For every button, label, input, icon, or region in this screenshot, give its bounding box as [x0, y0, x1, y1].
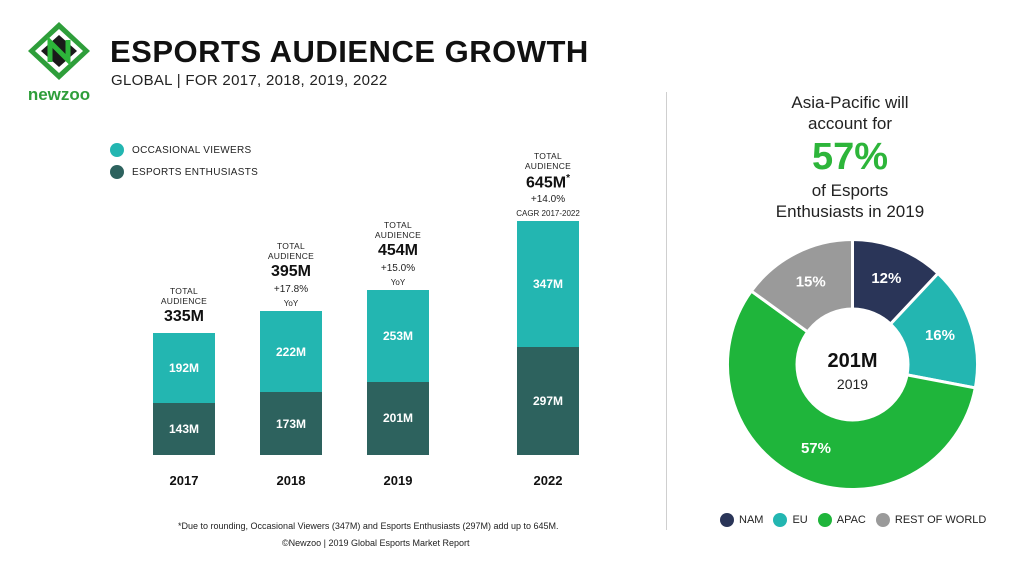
headline-line-1: Asia-Pacific will — [791, 93, 909, 112]
legend-swatch-row — [875, 513, 890, 527]
legend-swatch-eu — [773, 513, 788, 527]
bar-segment-enthusiasts — [153, 402, 215, 455]
copyright: ©Newzoo | 2019 Global Esports Market Rep… — [282, 538, 470, 548]
x-axis-label: 2022 — [533, 473, 563, 488]
legend-item-enthusiasts: ESPORTS ENTHUSIASTS — [110, 165, 258, 179]
donut-slice-label: 57% — [801, 440, 831, 457]
bar-segment-occasional — [517, 220, 579, 347]
footnote-marker: * — [566, 172, 570, 184]
total-audience-value: 335M — [163, 308, 205, 326]
legend-item-apac: APAC — [817, 513, 866, 527]
legend-item-nam: NAM — [720, 513, 763, 527]
donut-slice-label: 12% — [871, 270, 901, 287]
bar-value-label: 347M — [532, 276, 564, 291]
total-audience-value: 645M* — [526, 172, 570, 191]
x-axis-label: 2018 — [276, 473, 306, 488]
legend-label-enthusiasts: ESPORTS ENTHUSIASTS — [132, 166, 259, 178]
bar-legend: OCCASIONAL VIEWERS ESPORTS ENTHUSIASTS — [110, 143, 258, 179]
donut-center-value: 201M — [827, 350, 877, 372]
bar-value-label: 173M — [275, 416, 307, 431]
donut-slice-label: 15% — [796, 273, 826, 290]
total-audience-heading: TOTAL AUDIENCE — [524, 150, 572, 171]
total-audience-heading: TOTAL AUDIENCE — [267, 241, 315, 262]
donut-hole — [795, 307, 910, 422]
bar-segment-occasional — [260, 311, 322, 393]
headline-line-3: of Esports — [811, 181, 889, 200]
total-growth-note: YoY — [390, 277, 406, 287]
legend-label-apac: APAC — [836, 514, 866, 526]
legend-item-occasional: OCCASIONAL VIEWERS — [110, 143, 258, 157]
total-audience-heading: TOTAL AUDIENCE — [160, 286, 208, 307]
total-growth-note: CAGR 2017-2022 — [516, 208, 580, 218]
page-title: ESPORTS AUDIENCE GROWTH — [110, 34, 589, 69]
legend-label-nam: NAM — [739, 514, 764, 526]
bar-segment-occasional — [153, 333, 215, 403]
bar-value-label: 222M — [275, 344, 307, 359]
newzoo-logo: newzoo — [24, 20, 94, 104]
page-subtitle: GLOBAL | FOR 2017, 2018, 2019, 2022 — [111, 72, 388, 89]
legend-label-occasional: OCCASIONAL VIEWERS — [132, 144, 252, 156]
legend-label-eu: EU — [792, 514, 808, 526]
total-growth: +15.0% — [380, 262, 416, 274]
bar-value-label: 201M — [382, 411, 414, 426]
bar-segment-enthusiasts — [517, 346, 579, 455]
legend-item-eu: EU — [773, 513, 808, 527]
headline-line-2: account for — [807, 114, 893, 133]
legend-item-row: REST OF WORLD — [875, 513, 987, 527]
total-growth: +17.8% — [273, 284, 309, 296]
donut-slice-label: 16% — [925, 327, 955, 344]
bar-segment-enthusiasts — [367, 381, 429, 455]
donut-labels: 12% 16% 57% 15% — [796, 270, 955, 457]
bar-segment-occasional — [367, 289, 429, 382]
newzoo-logo-icon — [28, 22, 90, 80]
footnote: *Due to rounding, Occasional Viewers (34… — [178, 521, 559, 531]
donut-legend: NAM EU APAC REST OF WORLD — [720, 513, 996, 527]
total-audience-value: 454M — [377, 241, 419, 259]
donut-center-label: 2019 — [837, 376, 868, 392]
total-audience-heading: TOTAL AUDIENCE — [374, 219, 422, 240]
legend-swatch-enthusiasts — [110, 165, 124, 179]
section-divider — [666, 92, 667, 530]
logo-wordmark: newzoo — [27, 85, 91, 104]
legend-swatch-apac — [817, 513, 832, 527]
bar-value-label: 192M — [168, 361, 200, 375]
donut-chart: 201M 2019 12% 16% 57% 15% — [726, 237, 979, 491]
legend-swatch-occasional — [110, 143, 124, 157]
bar-value-label: 297M — [532, 393, 564, 408]
legend-swatch-nam — [720, 513, 734, 527]
bar-chart: 143M 192M 335M TOTAL AUDIENCE 2017 173M 222M Yo… — [153, 150, 580, 488]
headline-percent: 57% — [811, 136, 889, 178]
x-axis-label: 2019 — [383, 473, 413, 488]
bar-segment-enthusiasts — [260, 392, 322, 455]
total-audience-value: 395M — [270, 263, 312, 281]
x-axis-label: 2017 — [169, 473, 199, 488]
legend-label-row: REST OF WORLD — [894, 514, 987, 526]
total-growth: +14.0% — [530, 193, 566, 205]
headline-line-4: Enthusiasts in 2019 — [775, 202, 925, 221]
bar-value-label: 253M — [382, 328, 414, 343]
total-growth-note: YoY — [283, 299, 299, 309]
bar-value-label: 143M — [168, 421, 200, 436]
apac-headline: Asia-Pacific will account for 57% of Esp… — [770, 92, 930, 222]
